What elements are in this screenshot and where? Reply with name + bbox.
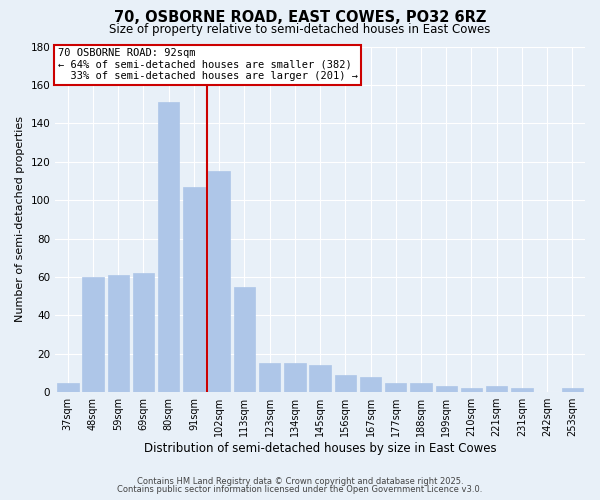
Bar (335, 375, 356, 392)
Bar (486, 386, 508, 392)
Bar (436, 386, 457, 392)
Bar (133, 273, 154, 392)
Text: Contains public sector information licensed under the Open Government Licence v3: Contains public sector information licen… (118, 485, 482, 494)
Text: 70 OSBORNE ROAD: 92sqm
← 64% of semi-detached houses are smaller (382)
  33% of : 70 OSBORNE ROAD: 92sqm ← 64% of semi-det… (58, 48, 358, 82)
Bar (183, 186, 205, 392)
Bar (461, 388, 482, 392)
Bar (385, 382, 406, 392)
Bar (284, 364, 305, 392)
Text: 70, OSBORNE ROAD, EAST COWES, PO32 6RZ: 70, OSBORNE ROAD, EAST COWES, PO32 6RZ (114, 10, 486, 25)
Bar (208, 172, 230, 392)
Bar (158, 102, 179, 392)
Bar (107, 275, 129, 392)
Bar (233, 286, 255, 392)
Text: Contains HM Land Registry data © Crown copyright and database right 2025.: Contains HM Land Registry data © Crown c… (137, 477, 463, 486)
Bar (82, 277, 104, 392)
Text: Size of property relative to semi-detached houses in East Cowes: Size of property relative to semi-detach… (109, 22, 491, 36)
Bar (360, 377, 381, 392)
Bar (57, 382, 79, 392)
Bar (511, 388, 533, 392)
Bar (310, 366, 331, 392)
Bar (259, 364, 280, 392)
X-axis label: Distribution of semi-detached houses by size in East Cowes: Distribution of semi-detached houses by … (144, 442, 496, 455)
Bar (410, 382, 432, 392)
Bar (562, 388, 583, 392)
Y-axis label: Number of semi-detached properties: Number of semi-detached properties (15, 116, 25, 322)
